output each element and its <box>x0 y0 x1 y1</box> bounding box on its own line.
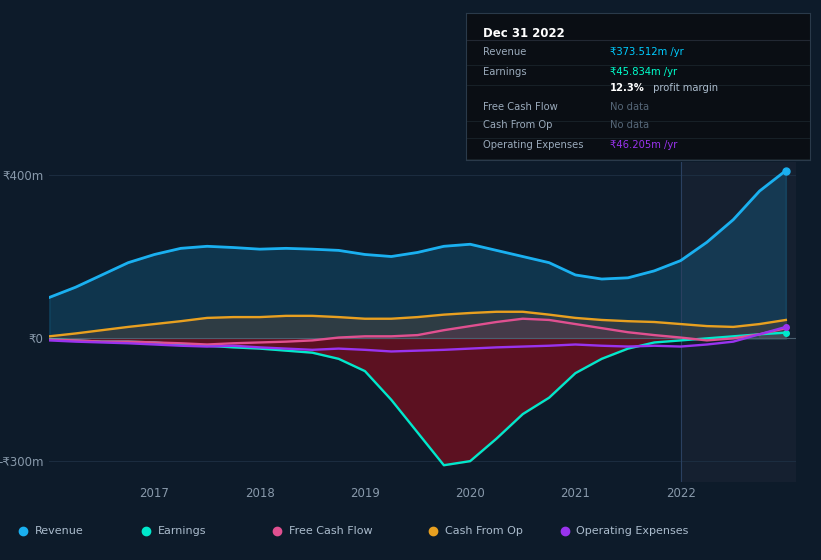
Text: 12.3%: 12.3% <box>610 83 644 94</box>
Text: Operating Expenses: Operating Expenses <box>483 141 583 151</box>
Text: Revenue: Revenue <box>34 526 83 535</box>
Text: profit margin: profit margin <box>649 83 718 94</box>
Text: Free Cash Flow: Free Cash Flow <box>483 102 557 113</box>
Text: Free Cash Flow: Free Cash Flow <box>289 526 373 535</box>
Bar <box>681 162 796 482</box>
Text: ₹373.512m /yr: ₹373.512m /yr <box>610 46 684 57</box>
Text: No data: No data <box>610 102 649 113</box>
Text: Dec 31 2022: Dec 31 2022 <box>483 27 565 40</box>
Text: Revenue: Revenue <box>483 46 526 57</box>
Text: Cash From Op: Cash From Op <box>483 120 552 130</box>
Text: Cash From Op: Cash From Op <box>445 526 523 535</box>
Text: ₹46.205m /yr: ₹46.205m /yr <box>610 141 677 151</box>
Text: Operating Expenses: Operating Expenses <box>576 526 689 535</box>
Text: No data: No data <box>610 120 649 130</box>
Text: ₹45.834m /yr: ₹45.834m /yr <box>610 67 677 77</box>
Text: Earnings: Earnings <box>483 67 526 77</box>
Text: Earnings: Earnings <box>158 526 206 535</box>
